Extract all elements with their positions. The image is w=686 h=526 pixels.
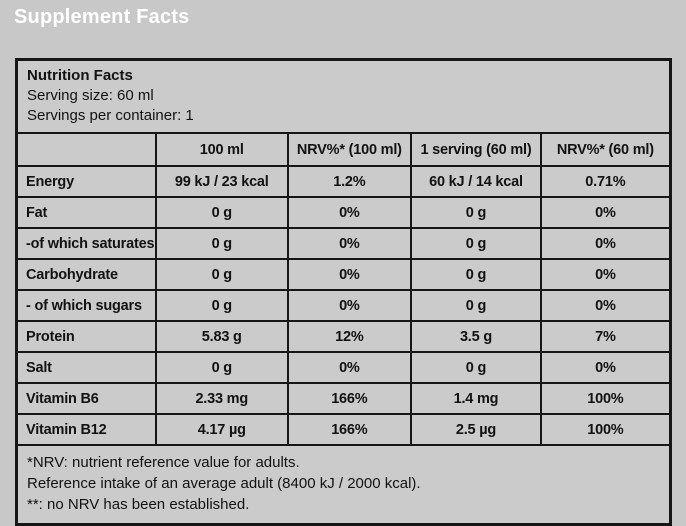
nutrition-facts-panel: Nutrition Facts Serving size: 60 ml Serv…: [15, 58, 672, 526]
value-cell: 2.33 mg: [155, 382, 289, 415]
value-cell: 0 g: [410, 289, 542, 322]
value-cell: 100%: [539, 382, 669, 415]
value-cell: 0%: [286, 258, 413, 291]
nutrient-label-cell: Energy: [18, 165, 157, 198]
table-row: Carbohydrate 0 g 0% 0 g 0%: [18, 258, 669, 291]
nutrient-label-cell: - of which sugars: [18, 289, 157, 322]
value-cell: 0 g: [410, 258, 542, 291]
nutrient-label-cell: Vitamin B6: [18, 382, 157, 415]
table-row: Vitamin B12 4.17 µg 166% 2.5 µg 100%: [18, 413, 669, 446]
nutrient-label-cell: Carbohydrate: [18, 258, 157, 291]
table-row: Vitamin B6 2.33 mg 166% 1.4 mg 100%: [18, 382, 669, 415]
value-cell: 0%: [286, 227, 413, 260]
value-cell: 7%: [539, 320, 669, 353]
footnote-reference-intake: Reference intake of an average adult (84…: [27, 475, 421, 492]
value-cell: 2.5 µg: [410, 413, 542, 446]
footnote-nrv: *NRV: nutrient reference value for adult…: [27, 454, 300, 471]
value-cell: 0 g: [410, 351, 542, 384]
header-nrv-100ml-cell: NRV%* (100 ml): [286, 132, 413, 167]
value-cell: 0%: [286, 289, 413, 322]
footnotes-section: *NRV: nutrient reference value for adult…: [18, 446, 669, 523]
value-cell: 0 g: [155, 258, 289, 291]
nutrition-facts-heading: Nutrition Facts: [27, 67, 133, 84]
value-cell: 0%: [539, 289, 669, 322]
value-cell: 0%: [539, 196, 669, 229]
table-row: Energy 99 kJ / 23 kcal 1.2% 60 kJ / 14 k…: [18, 165, 669, 198]
value-cell: 3.5 g: [410, 320, 542, 353]
value-cell: 0%: [286, 196, 413, 229]
value-cell: 60 kJ / 14 kcal: [410, 165, 542, 198]
nutrition-table: 100 ml NRV%* (100 ml) 1 serving (60 ml) …: [18, 132, 669, 446]
value-cell: 0 g: [155, 196, 289, 229]
footnote-no-nrv: **: no NRV has been established.: [27, 496, 250, 513]
value-cell: 166%: [286, 413, 413, 446]
nutrient-label-cell: Salt: [18, 351, 157, 384]
table-row: -of which saturates 0 g 0% 0 g 0%: [18, 227, 669, 260]
value-cell: 0%: [539, 351, 669, 384]
table-row: Salt 0 g 0% 0 g 0%: [18, 351, 669, 384]
nutrient-label-cell: Fat: [18, 196, 157, 229]
value-cell: 99 kJ / 23 kcal: [155, 165, 289, 198]
table-header-row: 100 ml NRV%* (100 ml) 1 serving (60 ml) …: [18, 132, 669, 167]
nutrient-label-cell: -of which saturates: [18, 227, 157, 260]
value-cell: 0%: [539, 258, 669, 291]
value-cell: 4.17 µg: [155, 413, 289, 446]
table-row: Protein 5.83 g 12% 3.5 g 7%: [18, 320, 669, 353]
value-cell: 0%: [539, 227, 669, 260]
serving-info-section: Nutrition Facts Serving size: 60 ml Serv…: [18, 61, 669, 132]
value-cell: 0.71%: [539, 165, 669, 198]
nutrient-label-cell: Protein: [18, 320, 157, 353]
value-cell: 12%: [286, 320, 413, 353]
value-cell: 0 g: [155, 227, 289, 260]
value-cell: 1.2%: [286, 165, 413, 198]
page-title: Supplement Facts: [14, 6, 190, 28]
value-cell: 5.83 g: [155, 320, 289, 353]
value-cell: 1.4 mg: [410, 382, 542, 415]
header-100ml-cell: 100 ml: [155, 132, 289, 167]
table-row: Fat 0 g 0% 0 g 0%: [18, 196, 669, 229]
header-serving-60ml-cell: 1 serving (60 ml): [410, 132, 542, 167]
value-cell: 0%: [286, 351, 413, 384]
value-cell: 100%: [539, 413, 669, 446]
value-cell: 0 g: [155, 351, 289, 384]
header-blank-cell: [18, 132, 157, 167]
header-nrv-60ml-cell: NRV%* (60 ml): [539, 132, 669, 167]
table-row: - of which sugars 0 g 0% 0 g 0%: [18, 289, 669, 322]
value-cell: 0 g: [155, 289, 289, 322]
serving-size-text: Serving size: 60 ml: [27, 87, 154, 104]
value-cell: 166%: [286, 382, 413, 415]
value-cell: 0 g: [410, 196, 542, 229]
servings-per-container-text: Servings per container: 1: [27, 107, 194, 124]
nutrient-label-cell: Vitamin B12: [18, 413, 157, 446]
value-cell: 0 g: [410, 227, 542, 260]
